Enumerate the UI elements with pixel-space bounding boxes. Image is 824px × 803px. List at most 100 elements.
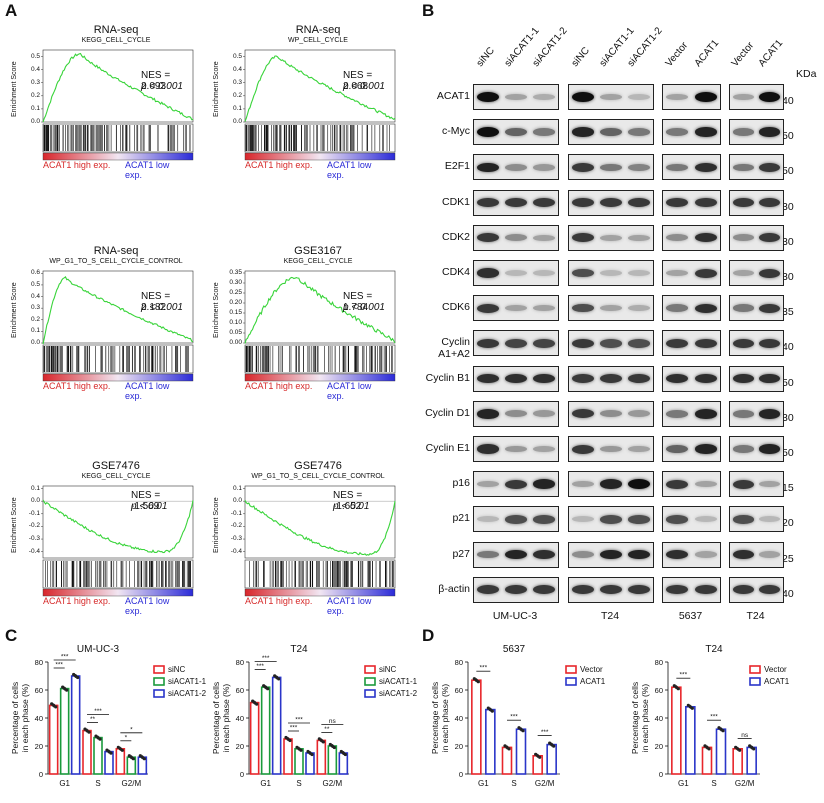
blot-strip: [473, 400, 559, 427]
protein-band: [533, 549, 555, 560]
y-tick-label: 60: [455, 686, 463, 695]
replicate-point: [538, 755, 542, 759]
protein-band: [505, 234, 527, 242]
legend-label: ACAT1: [764, 677, 790, 686]
legend-swatch: [364, 677, 376, 686]
protein-band: [477, 550, 499, 559]
protein-band: [628, 515, 650, 524]
protein-band: [694, 92, 717, 102]
protein-band: [759, 303, 781, 313]
y-tick-label: 20: [455, 742, 463, 751]
protein-band: [572, 198, 594, 208]
legend-swatch: [153, 665, 165, 674]
protein-band: [600, 549, 622, 560]
protein-band: [666, 445, 689, 453]
p-value: p < 0.001: [343, 302, 385, 313]
gsea-title: GSE7476: [294, 460, 342, 472]
kda-marker: 25: [782, 552, 794, 565]
protein-band: [666, 93, 689, 101]
gsea-ytick-label: 0.15: [229, 309, 242, 316]
blot-strip: [729, 330, 784, 357]
gsea-ytick-label: 0.5: [232, 52, 242, 60]
legend-swatch: [364, 689, 376, 698]
enrichment-curve: [244, 500, 396, 556]
gsea-ylabel: Enrichment Score: [213, 497, 220, 553]
protein-band: [694, 303, 717, 313]
gsea-ylabel: Enrichment Score: [11, 61, 18, 117]
blot-strip: [568, 260, 654, 286]
chart-title: T24: [290, 644, 308, 655]
blot-strip: [662, 154, 721, 181]
protein-band: [732, 269, 754, 277]
panel-letter-a: A: [5, 1, 18, 20]
blot-strip: [729, 84, 784, 110]
replicate-point: [521, 729, 525, 733]
gsea-ytick-label: 0.10: [229, 319, 242, 326]
gsea-ytick-label: 0.35: [229, 269, 242, 276]
protein-band: [477, 198, 499, 208]
bar: [104, 750, 114, 775]
protein-band: [759, 268, 781, 278]
blot-row-label: CDK4: [441, 266, 470, 278]
bar: [294, 748, 304, 775]
legend-label: siACAT1-1: [379, 677, 418, 686]
gsea-high-exp-label: ACAT1 high exp.: [245, 381, 313, 391]
blot-strip: [568, 330, 654, 357]
significance-label: ***: [680, 672, 688, 679]
protein-band: [694, 198, 717, 208]
significance-label: ns: [329, 718, 337, 725]
enrichment-curve: [42, 276, 194, 345]
protein-band: [505, 270, 527, 276]
y-tick-label: 0: [659, 770, 663, 779]
gsea-plot: RNA-seq WP_CELL_CYCLE 0.5 0.4 0.3 0.2 0.1 0.0 AC…: [210, 24, 396, 180]
enrichment-curve: [42, 52, 194, 123]
protein-band: [759, 373, 781, 384]
gsea-ytick-label: 0.1: [30, 484, 40, 492]
replicate-point: [266, 687, 270, 691]
significance-label: **: [324, 726, 330, 733]
protein-band: [533, 515, 555, 524]
legend-label: siNC: [168, 665, 186, 674]
gsea-rank-gradient: [42, 373, 194, 382]
panel-letter-c: C: [5, 626, 18, 645]
protein-band: [572, 409, 594, 419]
protein-band: [759, 585, 781, 595]
bar-chart: T24 0 20 40 60 80 Percentage of cellsin each p…: [626, 638, 824, 803]
gsea-frame: [42, 485, 194, 559]
blot-strip: [568, 295, 654, 322]
bar: [732, 748, 743, 775]
y-tick-label: 0: [240, 770, 244, 779]
p-value: p < 0.01: [131, 501, 168, 512]
bar: [338, 752, 349, 775]
legend-label: siACAT1-2: [379, 689, 418, 698]
gsea-low-exp-label: ACAT1 low exp.: [327, 160, 372, 180]
protein-band: [759, 233, 781, 243]
protein-band: [533, 373, 555, 384]
blot-strip: [568, 471, 654, 498]
bar-chart: T24 0 20 40 60 80 Percentage of cellsin each p…: [207, 638, 418, 803]
p-value: p < 0.001: [141, 302, 183, 313]
gsea-ytick-label: 0.1: [30, 104, 40, 112]
y-tick-label: 20: [655, 742, 663, 751]
significance-label: ***: [295, 717, 303, 724]
bar: [305, 752, 315, 775]
blot-row-label: CDK2: [441, 230, 470, 243]
gsea-ytick-label: -0.2: [230, 522, 242, 530]
protein-band: [694, 444, 717, 454]
gsea-ytick-label: 0.0: [232, 497, 242, 505]
blot-strip: [473, 295, 559, 322]
replicate-point: [690, 706, 694, 710]
protein-band: [572, 268, 594, 278]
protein-band: [628, 339, 650, 348]
significance-label: ***: [256, 663, 264, 670]
significance-label: ns: [741, 732, 749, 739]
y-tick-label: 80: [236, 658, 244, 667]
protein-band: [759, 551, 781, 558]
gsea-low-exp-label: ACAT1 low exp.: [125, 381, 170, 401]
protein-band: [732, 585, 754, 595]
gsea-ytick-label: 0.00: [229, 339, 242, 346]
bar: [485, 708, 496, 775]
nes-value: NES = 2.093: [141, 70, 171, 92]
protein-band: [732, 445, 754, 453]
kda-marker: 50: [782, 165, 794, 178]
